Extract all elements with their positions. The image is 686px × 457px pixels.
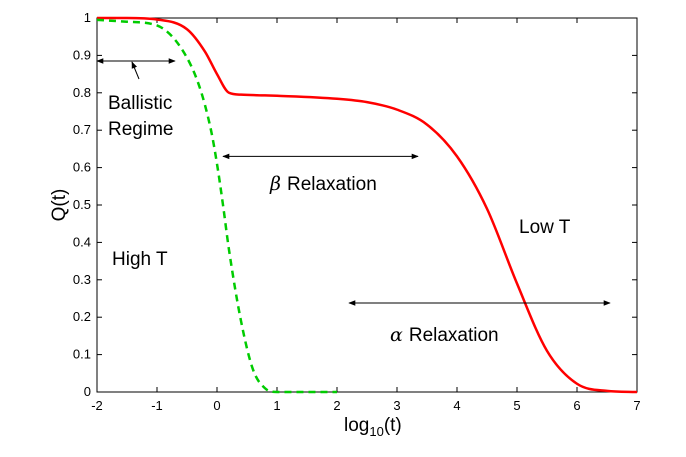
x-tick-label: 4 — [453, 398, 460, 413]
x-tick-label: -1 — [151, 398, 163, 413]
series-line-high-t — [96, 18, 337, 394]
y-tick-label: 0.1 — [73, 347, 91, 362]
high-t-label: High T — [112, 249, 168, 270]
beta-relaxation-label: β Relaxation — [269, 173, 377, 195]
x-tick-label: 1 — [273, 398, 280, 413]
x-tick-label: -2 — [91, 398, 103, 413]
beta-text: Relaxation — [287, 174, 377, 195]
x-axis-label-subscript: 10 — [369, 424, 383, 439]
x-tick-label: 6 — [573, 398, 580, 413]
y-tick-label: 0.4 — [73, 234, 91, 249]
y-tick-label: 0.6 — [73, 160, 91, 175]
series-layer — [96, 16, 638, 394]
ballistic-pointer — [131, 61, 140, 80]
y-tick-label: 0.7 — [73, 122, 91, 137]
ticks: -2 -1 0 1 2 3 4 5 6 7 0 0.1 0.2 0.3 0.4 0.5 0.6 0.7 0.8 0.9… — [73, 10, 641, 413]
ballistic-label-line1: Ballistic — [108, 93, 172, 114]
y-tick-label: 0.8 — [73, 85, 91, 100]
arrows-layer — [96, 58, 611, 306]
x-tick-label: 3 — [393, 398, 400, 413]
y-tick-label: 0.3 — [73, 272, 91, 287]
y-tick-label: 0.9 — [73, 47, 91, 62]
x-axis-label-base: log — [344, 415, 369, 436]
y-tick-label: 1 — [84, 10, 91, 25]
alpha-text: Relaxation — [409, 325, 499, 346]
low-t-label: Low T — [519, 217, 571, 238]
x-axis-label: log10(t) — [344, 415, 402, 439]
y-tick-label: 0.5 — [73, 197, 91, 212]
x-tick-label: 7 — [633, 398, 640, 413]
y-tick-label: 0 — [84, 384, 91, 399]
alpha-relaxation-label: α Relaxation — [390, 324, 499, 346]
beta-symbol: β — [269, 173, 281, 195]
series-line-low-t — [97, 16, 638, 394]
x-axis-label-rest: (t) — [384, 415, 402, 436]
x-tick-label: 5 — [513, 398, 520, 413]
y-axis-label: Q(t) — [49, 189, 70, 222]
x-tick-label: 2 — [333, 398, 340, 413]
alpha-symbol: α — [390, 324, 403, 346]
ballistic-label-line2: Regime — [108, 119, 173, 140]
plot-frame — [96, 17, 638, 393]
x-tick-label: 0 — [213, 398, 220, 413]
y-tick-label: 0.2 — [73, 309, 91, 324]
